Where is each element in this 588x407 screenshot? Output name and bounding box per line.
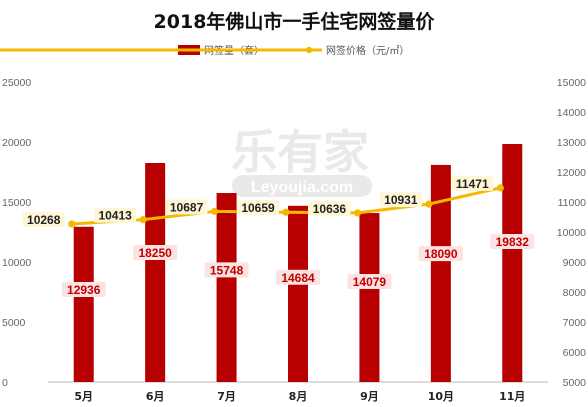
volume-bar: [430, 164, 451, 382]
watermark: 乐有家 Leyoujia.com: [231, 125, 372, 197]
price-point: [353, 209, 362, 217]
watermark-url-box: [232, 175, 372, 197]
right-tick-label: 15000: [557, 77, 586, 89]
price-data-label: 10659: [241, 201, 275, 215]
category-label: 5月: [74, 390, 93, 403]
category-label: 7月: [217, 390, 236, 403]
left-tick-label: 20000: [2, 137, 31, 149]
chart-title: 2018年佛山市一手住宅网签量价: [154, 10, 436, 33]
price-data-label: 10413: [98, 209, 132, 223]
price-data-label: 10687: [170, 200, 204, 214]
volume-data-label: 18250: [138, 246, 172, 260]
price-point: [496, 184, 504, 192]
legend: 网签量（套） 网签价格（元/㎡）: [0, 44, 409, 57]
volume-bar: [216, 193, 237, 382]
price-label-bg: [379, 192, 422, 208]
volume-bar: [73, 226, 94, 382]
category-label: 11月: [499, 390, 525, 403]
price-point: [68, 220, 76, 228]
price-label-bg: [308, 200, 351, 216]
category-label: 9月: [360, 390, 379, 403]
price-data-label: 10636: [313, 202, 347, 216]
right-tick-label: 6000: [563, 347, 587, 359]
left-axis: 0 5000 10000 15000 20000 25000: [2, 77, 31, 389]
price-data-label: 10931: [384, 193, 418, 207]
volume-data-label: 19832: [496, 235, 530, 249]
volume-label-bg: [61, 281, 106, 297]
right-tick-label: 5000: [563, 377, 587, 389]
price-point: [139, 216, 147, 224]
price-label-bg: [22, 211, 65, 227]
legend-line-label: 网签价格（元/㎡）: [326, 44, 409, 57]
right-tick-label: 12000: [557, 167, 586, 179]
category-label: 10月: [428, 390, 454, 403]
volume-label-bg: [347, 274, 392, 290]
volume-data-label: 15748: [210, 263, 244, 277]
price-point: [210, 207, 219, 215]
volume-bar: [288, 205, 308, 382]
price-point: [282, 208, 290, 216]
watermark-url: Leyoujia.com: [251, 179, 353, 196]
price-label-bg: [237, 200, 279, 216]
volume-bar: [145, 163, 166, 382]
volume-data-label: 14079: [353, 275, 387, 289]
legend-line-marker: [305, 46, 313, 54]
price-line-series: 10268 10413 10687 10659 10636 10931 11471: [22, 175, 504, 228]
right-tick-label: 13000: [557, 137, 586, 149]
left-tick-label: 0: [2, 377, 8, 389]
left-tick-label: 10000: [2, 257, 31, 269]
right-tick-label: 9000: [563, 257, 587, 269]
left-tick-label: 15000: [2, 197, 31, 209]
watermark-brand: 乐有家: [231, 125, 369, 179]
price-label-bg: [94, 207, 137, 223]
price-label-bg: [451, 175, 494, 191]
left-tick-label: 25000: [2, 77, 31, 89]
bar-series: 12936 18250 15748 14684 14079 18090 19832: [61, 144, 535, 382]
volume-label-bg: [490, 233, 535, 249]
left-tick-label: 5000: [2, 317, 26, 329]
price-data-label: 10268: [27, 213, 61, 227]
category-label: 6月: [146, 390, 165, 403]
right-tick-label: 11000: [558, 197, 587, 209]
volume-bar: [502, 144, 523, 382]
volume-data-label: 18090: [424, 247, 458, 261]
volume-label-bg: [418, 246, 463, 262]
right-tick-label: 7000: [563, 317, 587, 329]
volume-label-bg: [204, 262, 249, 278]
category-label: 8月: [289, 390, 308, 403]
price-label-bg: [165, 199, 208, 215]
right-tick-label: 10000: [557, 227, 586, 239]
price-point: [425, 200, 433, 208]
volume-label-bg: [133, 244, 178, 260]
volume-data-label: 14684: [281, 271, 315, 285]
right-tick-label: 8000: [563, 287, 587, 299]
volume-label-bg: [276, 269, 320, 285]
right-tick-label: 14000: [557, 107, 586, 119]
volume-data-label: 12936: [67, 283, 101, 297]
category-axis: 5月 6月 7月 8月 9月 10月 11月: [74, 390, 525, 403]
price-data-label: 11471: [456, 177, 489, 191]
right-axis: 5000 6000 7000 8000 9000 10000 11000 12000 13000…: [557, 77, 586, 389]
volume-bar: [359, 213, 380, 382]
